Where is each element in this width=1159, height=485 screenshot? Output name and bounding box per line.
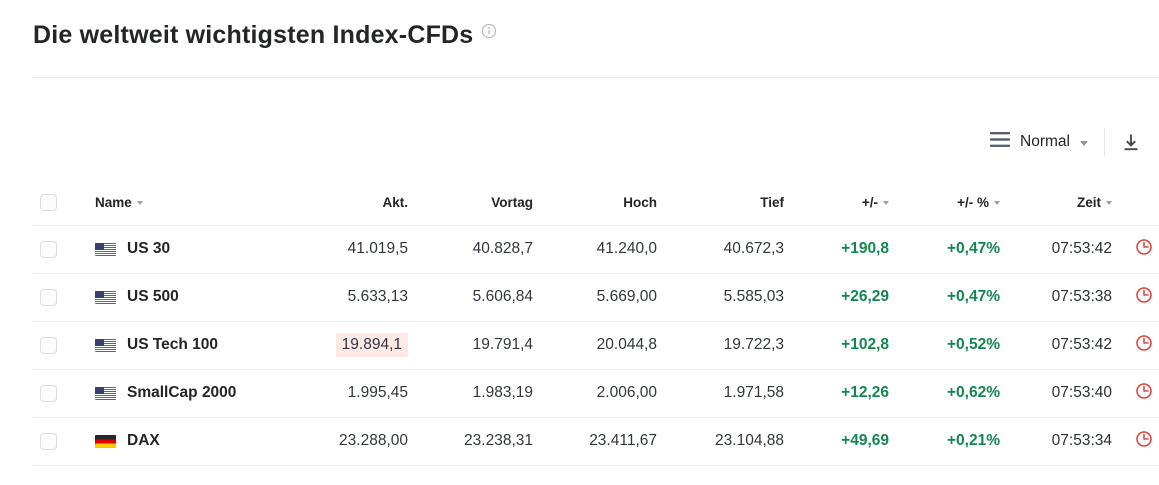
- row-checkbox[interactable]: [40, 288, 57, 306]
- change-cell: +49,69: [784, 417, 889, 466]
- flag-us-icon: [95, 242, 116, 256]
- column-header-vortag: Vortag: [408, 180, 533, 226]
- akt-cell: 1.995,45: [280, 369, 408, 418]
- download-button[interactable]: [1121, 132, 1141, 152]
- sort-caret-icon: [883, 200, 889, 205]
- change-cell: +190,8: [784, 225, 889, 274]
- instrument-name-link[interactable]: US Tech 100: [127, 336, 219, 353]
- hoch-cell: 23.411,67: [533, 417, 657, 466]
- instrument-name-link[interactable]: DAX: [127, 432, 160, 449]
- vortag-cell: 19.791,4: [408, 321, 533, 370]
- akt-cell: 41.019,5: [280, 225, 408, 274]
- hamburger-icon: [989, 131, 1011, 153]
- tief-cell: 23.104,88: [657, 417, 784, 466]
- zeit-cell: 07:53:34: [1000, 417, 1112, 466]
- info-icon[interactable]: [481, 23, 497, 39]
- tief-cell: 40.672,3: [657, 225, 784, 274]
- row-checkbox[interactable]: [40, 336, 57, 354]
- table-header-row: Name Akt. Vortag Hoch Tief +/- +/- % Zei…: [33, 180, 1159, 226]
- tief-cell: 1.971,58: [657, 369, 784, 418]
- hoch-cell: 2.006,00: [533, 369, 657, 418]
- column-header-hoch: Hoch: [533, 180, 657, 226]
- table-row[interactable]: DAX 23.288,00 23.238,31 23.411,67 23.104…: [33, 417, 1159, 466]
- vortag-cell: 1.983,19: [408, 369, 533, 418]
- zeit-cell: 07:53:42: [1000, 225, 1112, 274]
- table-toolbar: Normal: [0, 126, 1141, 158]
- instrument-name-link[interactable]: US 30: [127, 240, 171, 257]
- change-pct-cell: +0,52%: [889, 321, 1000, 370]
- table-body: US 30 41.019,5 40.828,7 41.240,0 40.672,…: [33, 225, 1159, 466]
- column-header-chg-pct[interactable]: +/- %: [889, 180, 1000, 226]
- column-header-tief: Tief: [657, 180, 784, 226]
- sort-caret-icon: [1106, 200, 1112, 205]
- clock-delayed-icon: [1112, 417, 1159, 466]
- vortag-cell: 23.238,31: [408, 417, 533, 466]
- change-pct-cell: +0,47%: [889, 225, 1000, 274]
- vortag-cell: 40.828,7: [408, 225, 533, 274]
- flag-us-icon: [95, 338, 116, 352]
- clock-delayed-icon: [1112, 369, 1159, 418]
- flag-us-icon: [95, 386, 116, 400]
- table-row[interactable]: US 30 41.019,5 40.828,7 41.240,0 40.672,…: [33, 225, 1159, 274]
- view-mode-label: Normal: [1020, 133, 1070, 150]
- instrument-name-link[interactable]: US 500: [127, 288, 179, 305]
- column-header-name[interactable]: Name: [95, 180, 280, 226]
- page-title: Die weltweit wichtigsten Index-CFDs: [33, 21, 474, 49]
- row-checkbox[interactable]: [40, 240, 57, 258]
- zeit-cell: 07:53:42: [1000, 321, 1112, 370]
- hoch-cell: 20.044,8: [533, 321, 657, 370]
- akt-cell: 19.894,1: [280, 321, 408, 370]
- change-pct-cell: +0,62%: [889, 369, 1000, 418]
- change-pct-cell: +0,47%: [889, 273, 1000, 322]
- chevron-down-icon: [1080, 140, 1088, 146]
- sort-caret-icon: [994, 200, 1000, 205]
- flag-de-icon: [95, 434, 116, 448]
- clock-delayed-icon: [1112, 273, 1159, 322]
- akt-cell: 23.288,00: [280, 417, 408, 466]
- change-cell: +26,29: [784, 273, 889, 322]
- clock-delayed-icon: [1112, 225, 1159, 274]
- toolbar-divider: [1104, 128, 1105, 156]
- tief-cell: 5.585,03: [657, 273, 784, 322]
- title-divider: [33, 77, 1159, 78]
- table-row[interactable]: SmallCap 2000 1.995,45 1.983,19 2.006,00…: [33, 369, 1159, 418]
- view-mode-dropdown[interactable]: Normal: [989, 131, 1088, 153]
- table-row[interactable]: US 500 5.633,13 5.606,84 5.669,00 5.585,…: [33, 273, 1159, 322]
- select-all-checkbox[interactable]: [40, 193, 57, 211]
- vortag-cell: 5.606,84: [408, 273, 533, 322]
- column-header-chg[interactable]: +/-: [784, 180, 889, 226]
- instrument-name-link[interactable]: SmallCap 2000: [127, 384, 237, 401]
- row-checkbox[interactable]: [40, 432, 57, 450]
- flag-us-icon: [95, 290, 116, 304]
- column-header-zeit[interactable]: Zeit: [1000, 180, 1112, 226]
- table-row[interactable]: US Tech 100 19.894,1 19.791,4 20.044,8 1…: [33, 321, 1159, 370]
- title-row: Die weltweit wichtigsten Index-CFDs: [0, 0, 1159, 52]
- column-header-akt: Akt.: [280, 180, 408, 226]
- zeit-cell: 07:53:38: [1000, 273, 1112, 322]
- zeit-cell: 07:53:40: [1000, 369, 1112, 418]
- row-checkbox[interactable]: [40, 384, 57, 402]
- akt-cell: 5.633,13: [280, 273, 408, 322]
- hoch-cell: 41.240,0: [533, 225, 657, 274]
- change-pct-cell: +0,21%: [889, 417, 1000, 466]
- sort-caret-icon: [136, 200, 143, 205]
- tief-cell: 19.722,3: [657, 321, 784, 370]
- clock-delayed-icon: [1112, 321, 1159, 370]
- hoch-cell: 5.669,00: [533, 273, 657, 322]
- change-cell: +12,26: [784, 369, 889, 418]
- change-cell: +102,8: [784, 321, 889, 370]
- index-cfds-table: Name Akt. Vortag Hoch Tief +/- +/- % Zei…: [33, 180, 1159, 466]
